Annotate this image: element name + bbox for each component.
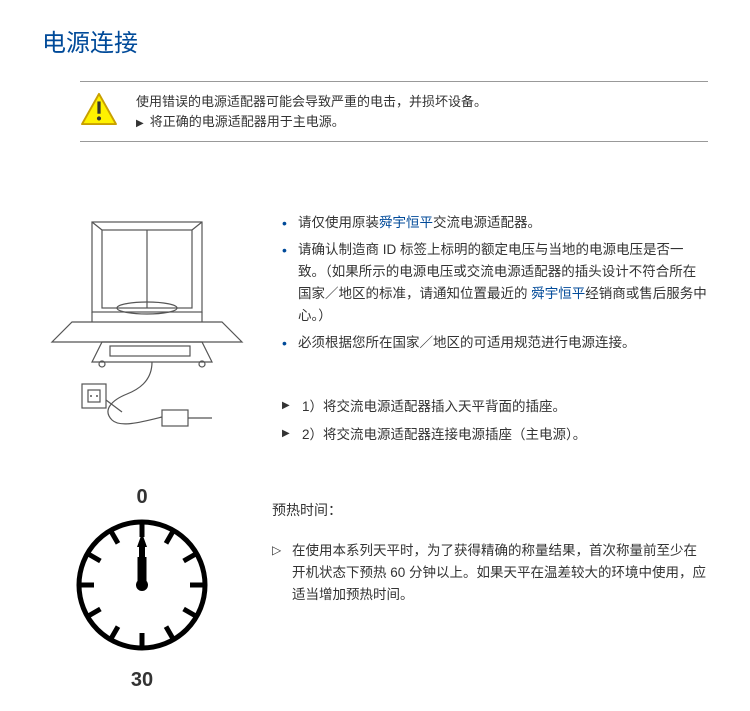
text: 请仅使用原装 <box>298 215 379 230</box>
brand-name: 舜宇恒平 <box>379 215 433 230</box>
warning-line2: 将正确的电源适配器用于主电源。 <box>150 112 345 132</box>
step-item: 2）将交流电源适配器连接电源插座（主电源）。 <box>282 424 708 446</box>
step-list: 1）将交流电源适配器插入天平背面的插座。 2）将交流电源适配器连接电源插座（主电… <box>282 396 708 445</box>
main-section: 请仅使用原装舜宇恒平交流电源适配器。 请确认制造商 ID 标签上标明的额定电压与… <box>0 142 750 451</box>
triangle-bullet-icon <box>136 112 144 132</box>
warmup-body: 在使用本系列天平时，为了获得精确的称量结果，首次称量前至少在开机状态下预热 60… <box>272 540 708 607</box>
clock-bottom-label: 30 <box>52 664 232 696</box>
page-title: 电源连接 <box>0 0 750 81</box>
notice-item: 请确认制造商 ID 标签上标明的额定电压与当地的电源电压是否一致。（如果所示的电… <box>282 239 708 328</box>
warning-box: 使用错误的电源适配器可能会导致严重的电击，并损坏设备。 将正确的电源适配器用于主… <box>80 81 708 142</box>
warmup-section: 0 30 <box>0 451 750 695</box>
step-item: 1）将交流电源适配器插入天平背面的插座。 <box>282 396 708 418</box>
device-illustration <box>42 212 262 442</box>
text: 交流电源适配器。 <box>433 215 541 230</box>
brand-name: 舜宇恒平 <box>531 286 585 301</box>
notice-item: 必须根据您所在国家／地区的可适用规范进行电源连接。 <box>282 332 708 354</box>
clock-top-label: 0 <box>52 481 232 513</box>
notice-list: 请仅使用原装舜宇恒平交流电源适配器。 请确认制造商 ID 标签上标明的额定电压与… <box>282 212 708 354</box>
warning-line1: 使用错误的电源适配器可能会导致严重的电击，并损坏设备。 <box>136 92 708 112</box>
warning-icon <box>80 92 118 126</box>
warmup-title: 预热时间： <box>272 499 708 521</box>
clock-illustration: 0 30 <box>52 481 232 695</box>
notice-item: 请仅使用原装舜宇恒平交流电源适配器。 <box>282 212 708 234</box>
